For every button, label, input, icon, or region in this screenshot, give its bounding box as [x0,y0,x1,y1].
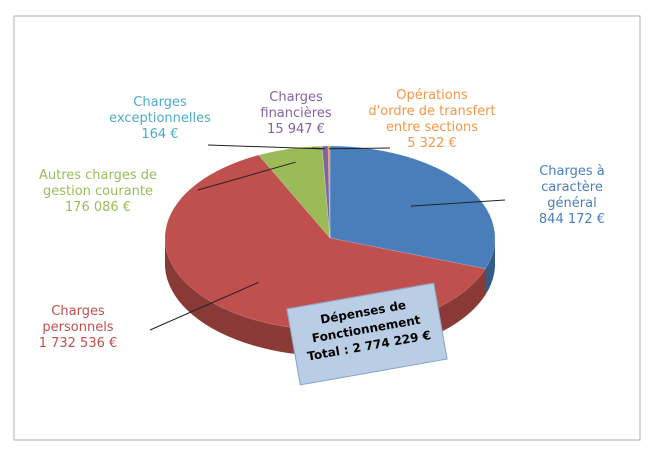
slice-label: Opérations d'ordre de transfert entre se… [368,88,495,152]
slice-name: Charges financières [260,90,332,121]
slice [258,145,331,239]
slice-label: Autres charges de gestion courante 176 08… [39,168,157,216]
slice-label: Charges personnels 1 732 536 € [39,304,118,352]
slice [321,145,331,239]
slice-label: Charges à caractère général 844 172 € [531,164,613,228]
leader-line [149,282,259,331]
slice-name: Autres charges de gestion courante [38,168,158,199]
slice-name: Opérations d'ordre de transfert entre se… [368,88,496,135]
slice [327,145,331,239]
leader-line [410,199,506,207]
slice-name: Charges exceptionnelles [109,95,211,126]
slice-value: 176 086 € [64,200,132,215]
leader-line [311,147,326,150]
slice-value: 15 947 € [267,122,325,137]
leader-line [197,161,296,191]
leader-line [329,147,391,150]
slice-value: 1 732 536 € [38,336,118,351]
slice-label: Charges exceptionnelles 164 € [109,95,211,143]
slice-name: Charges personnels [42,304,114,335]
slice-value: 164 € [141,127,179,142]
leader-line [207,144,323,150]
slice-label: Charges financières 15 947 € [260,90,331,138]
slice-name: Charges à caractère général [539,164,605,211]
frame [13,15,641,441]
slice-value: 844 172 € [538,212,606,227]
slice-value: 5 322 € [407,136,457,151]
